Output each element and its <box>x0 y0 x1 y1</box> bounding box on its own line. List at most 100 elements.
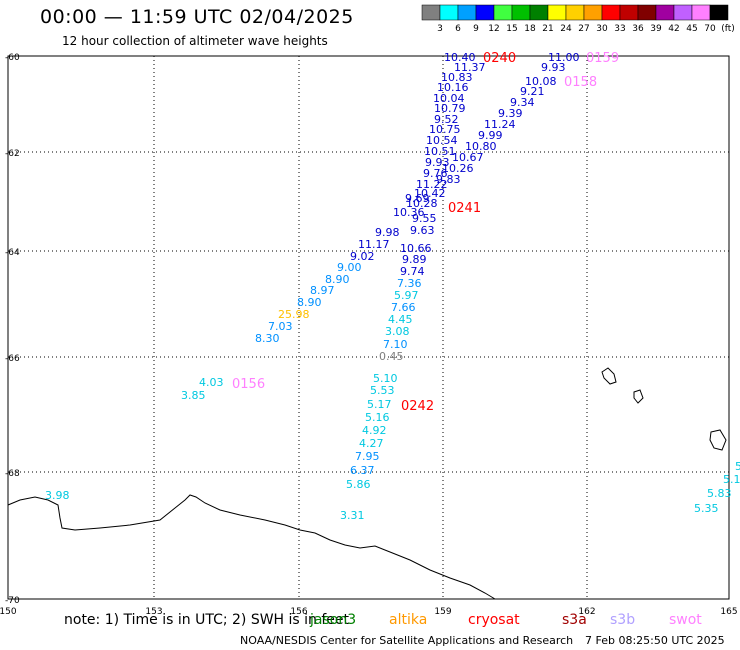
colorbar-tick-label: 42 <box>668 24 679 34</box>
wave-height-label: 5.53 <box>370 384 395 397</box>
wave-height-label: 11.00 <box>548 51 580 64</box>
wave-height-label: 10.83 <box>441 71 473 84</box>
latitude-label: -62 <box>5 149 20 159</box>
wave-height-label: 4.92 <box>362 424 387 437</box>
latitude-label: -68 <box>5 469 20 479</box>
colorbar-swatch <box>619 4 639 21</box>
colorbar-swatch <box>547 4 567 21</box>
satellite-legend-item: cryosat <box>468 612 520 628</box>
colorbar-tick-label: 30 <box>596 24 608 34</box>
longitude-label: 165 <box>720 607 737 617</box>
colorbar-tick-label: 18 <box>524 24 536 34</box>
colorbar-tick-label: (ft) <box>721 24 735 34</box>
wave-height-label: 9.39 <box>498 107 523 120</box>
generation-timestamp: 7 Feb 08:25:50 UTC 2025 <box>585 634 725 647</box>
longitude-label: 153 <box>145 607 162 617</box>
coastline <box>7 367 727 600</box>
wave-height-label: 9.21 <box>520 85 545 98</box>
wave-height-label: 11.37 <box>454 61 486 74</box>
latitude-label: -70 <box>5 596 20 606</box>
satellite-legend-item: altika <box>389 612 428 628</box>
wave-height-label: 9.98 <box>375 226 400 239</box>
wave-height-label: 8.90 <box>325 273 350 286</box>
wave-height-label: 7.66 <box>391 301 416 314</box>
wave-height-label: 10.51 <box>424 145 456 158</box>
wave-height-label: 8.97 <box>310 284 335 297</box>
wave-height-label: 10.79 <box>434 102 466 115</box>
wave-height-label: 9.93 <box>541 61 566 74</box>
colorbar-tick-label: 9 <box>473 24 479 34</box>
colorbar-swatch <box>457 4 477 21</box>
colorbar-legend: 3 6 9 12 15 18 21 24 27 30 33 36 39 42 45 70 (ft) <box>421 4 735 34</box>
colorbar-swatch <box>637 4 657 21</box>
latitude-labels: -60 -62 -64 -66 -68 -70 <box>5 53 20 606</box>
longitude-label: 150 <box>0 607 17 617</box>
wave-height-label: 10.28 <box>406 197 438 210</box>
wave-height-label: 9.55 <box>412 212 437 225</box>
longitude-label: 156 <box>290 607 307 617</box>
colorbar-swatch <box>511 4 531 21</box>
pass-time-label: 0241 <box>448 201 481 216</box>
wave-height-label: 10.75 <box>429 123 461 136</box>
wave-height-label: 9.00 <box>337 261 362 274</box>
colorbar-swatch <box>583 4 603 21</box>
colorbar-tick-label: 33 <box>614 24 625 34</box>
wave-height-label: 9.76 <box>423 167 448 180</box>
colorbar-tick-label: 45 <box>686 24 697 34</box>
colorbar-tick-label: 15 <box>506 24 517 34</box>
colorbar-swatch <box>529 4 549 21</box>
satellite-legend-item: jason3 <box>310 612 357 628</box>
wave-height-label: 5.83 <box>707 487 732 500</box>
colorbar-tick-label: 27 <box>578 24 589 34</box>
wave-height-label: 3.85 <box>181 389 206 402</box>
wave-height-label: 11.17 <box>358 238 390 251</box>
latitude-label: -66 <box>5 354 20 364</box>
wave-height-label: 10.42 <box>414 187 446 200</box>
wave-height-label: 10.66 <box>400 242 432 255</box>
wave-height-label: 7.10 <box>383 338 408 351</box>
wave-height-label: 9.69 <box>405 192 430 205</box>
map-frame <box>7 55 730 600</box>
wave-height-label: 5.97 <box>394 289 419 302</box>
wave-height-label: 3.31 <box>340 509 365 522</box>
wave-height-label: 9.83 <box>436 173 461 186</box>
wave-height-label: 9.93 <box>425 156 450 169</box>
wave-height-label: 8.30 <box>255 332 280 345</box>
longitude-label: 159 <box>434 607 451 617</box>
wave-height-label: 7.36 <box>397 277 422 290</box>
wave-height-label: 10.40 <box>444 51 476 64</box>
colorbar-swatch <box>565 4 585 21</box>
wave-height-label: 10.36 <box>393 206 425 219</box>
colorbar-swatch <box>673 4 693 21</box>
wave-height-label: 10.16 <box>437 81 469 94</box>
wave-height-observations: 10.4011.3710.8310.1610.0410.799.5210.751… <box>45 51 740 522</box>
wave-height-label: 4.27 <box>359 437 384 450</box>
colorbar-tick-label: 36 <box>632 24 644 34</box>
wave-height-label: 9.34 <box>510 96 535 109</box>
colorbar-swatch <box>421 4 441 21</box>
pass-time-label: 0156 <box>232 377 265 392</box>
wave-height-label: 11.22 <box>416 178 448 191</box>
wave-height-label: 10.80 <box>465 140 497 153</box>
wave-height-label: 25.98 <box>278 308 310 321</box>
colorbar-swatch <box>493 4 513 21</box>
satellite-legend-item: s3b <box>610 612 636 628</box>
wave-height-label: 9.99 <box>478 129 503 142</box>
wave-height-label: 9.74 <box>400 265 425 278</box>
wave-height-label: 5.35 <box>694 502 719 515</box>
credit-line: NOAA/NESDIS Center for Satellite Applica… <box>240 634 574 647</box>
colorbar-tick-label: 21 <box>542 24 553 34</box>
colorbar-swatch <box>655 4 675 21</box>
footer-note: note: 1) Time is in UTC; 2) SWH is in fe… <box>64 612 350 628</box>
satellite-legend-item: s3a <box>562 612 587 628</box>
wave-height-label: 5.1 <box>723 473 740 486</box>
satellite-legend-item: swot <box>669 612 702 628</box>
pass-time-labels: 0240 0159 0158 0241 0156 0242 <box>232 51 619 414</box>
colorbar-swatch <box>601 4 621 21</box>
colorbar-tick-label: 6 <box>455 24 461 34</box>
map-subtitle: 12 hour collection of altimeter wave hei… <box>62 34 328 48</box>
wave-height-label: 5.17 <box>367 398 392 411</box>
wave-height-label: 10.08 <box>525 75 557 88</box>
wave-height-label: 5 <box>735 460 740 473</box>
